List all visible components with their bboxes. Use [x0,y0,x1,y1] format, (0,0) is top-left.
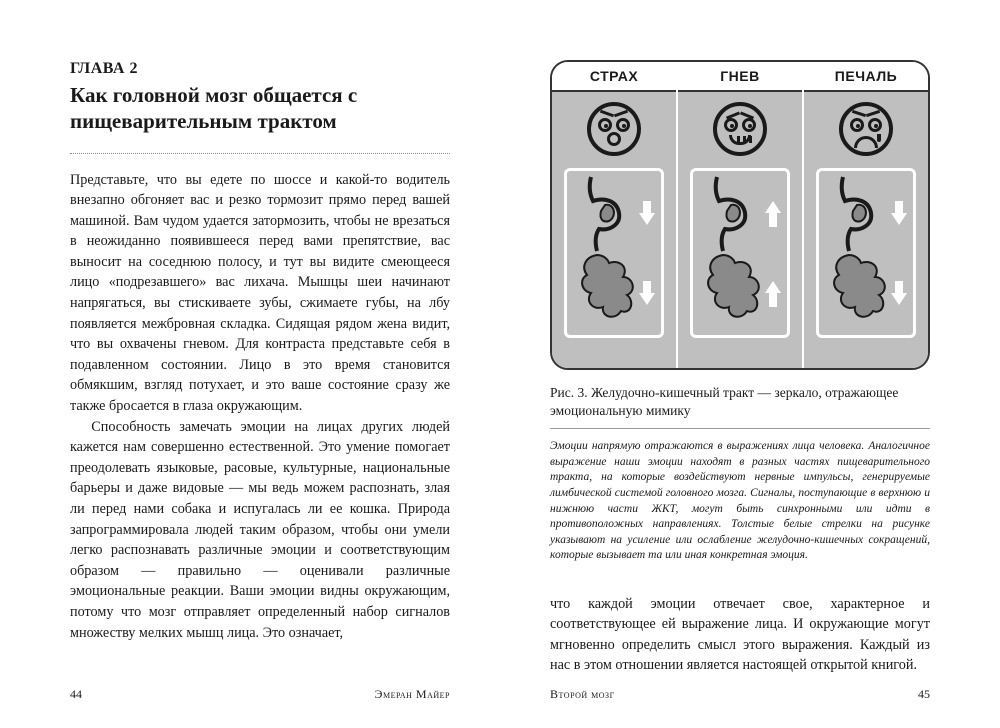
emotion-label: ГНЕВ [678,62,802,92]
page-right: СТРАХ ГНЕВ ПЕЧАЛЬ Рис. 3. Желудочно-кише… [500,0,1000,728]
gi-tract-icon [697,175,767,335]
arrow-up-icon [765,281,781,307]
gi-tract-panel [690,168,790,338]
arrow-up-icon [765,201,781,227]
gi-tract-panel [816,168,916,338]
book-title: Второй мозг [550,687,615,702]
page-number: 45 [918,687,930,702]
paragraph: Представьте, что вы едете по шоссе и как… [70,170,450,417]
author-name: Эмеран Майер [375,687,450,702]
emotion-column: СТРАХ [552,62,676,368]
emotion-column: ПЕЧАЛЬ [802,62,928,368]
arrow-down-icon [891,281,907,307]
arrow-down-icon [639,281,655,307]
body-text: Представьте, что вы едете по шоссе и как… [70,170,450,644]
paragraph: Способность замечать эмоции на лицах дру… [70,417,450,644]
page-number: 44 [70,687,82,702]
page-footer: Второй мозг 45 [550,687,930,702]
emotion-infographic: СТРАХ ГНЕВ ПЕЧАЛЬ [550,60,930,370]
figure-note: Эмоции напрямую отражаются в выражениях … [550,439,930,563]
dotted-rule [70,153,450,154]
anger-face-icon [713,102,767,156]
continuation-text: что каждой эмоции отвечает свое, характе… [550,594,930,676]
emotion-label: ПЕЧАЛЬ [804,62,928,92]
page-left: ГЛАВА 2 Как головной мозг общается с пищ… [0,0,500,728]
chapter-number: ГЛАВА 2 [70,60,450,78]
chapter-title: Как головной мозг общается с пищеварител… [70,82,450,135]
arrow-down-icon [639,201,655,227]
fear-face-icon [587,102,641,156]
gi-tract-icon [571,175,641,335]
page-footer: 44 Эмеран Майер [70,687,450,702]
separator-line [550,428,930,429]
figure-caption: Рис. 3. Желудочно-кишечный тракт — зерка… [550,384,930,420]
sad-face-icon [839,102,893,156]
gi-tract-panel [564,168,664,338]
emotion-label: СТРАХ [552,62,676,92]
emotion-column: ГНЕВ [676,62,802,368]
gi-tract-icon [823,175,893,335]
arrow-down-icon [891,201,907,227]
